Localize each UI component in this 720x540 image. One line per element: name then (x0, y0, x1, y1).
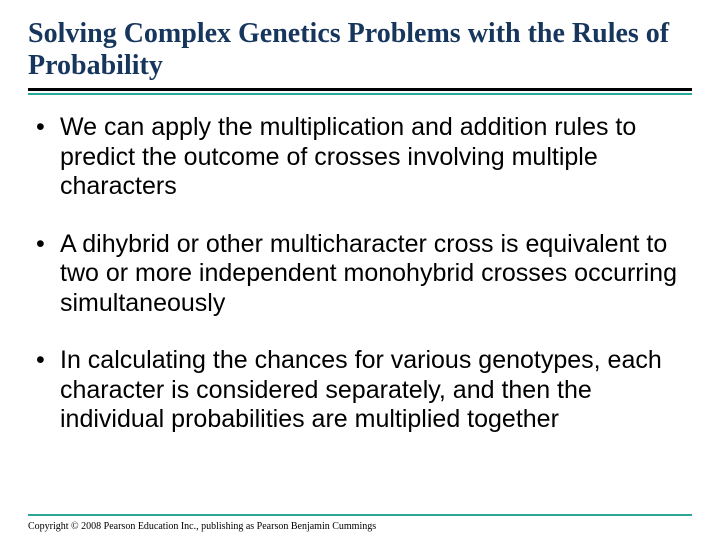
slide-title: Solving Complex Genetics Problems with t… (28, 18, 692, 82)
copyright-text: Copyright © 2008 Pearson Education Inc.,… (28, 521, 376, 532)
footer-rule (28, 514, 692, 516)
bullet-list: We can apply the multiplication and addi… (28, 113, 692, 435)
bullet-item: A dihybrid or other multicharacter cross… (32, 230, 692, 319)
bullet-item: In calculating the chances for various g… (32, 346, 692, 435)
title-rule-teal (28, 93, 692, 95)
title-rule-dark (28, 88, 692, 91)
bullet-item: We can apply the multiplication and addi… (32, 113, 692, 202)
